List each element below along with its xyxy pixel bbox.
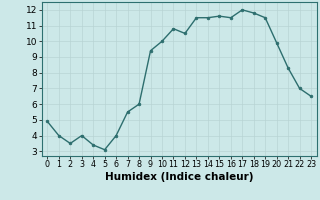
- X-axis label: Humidex (Indice chaleur): Humidex (Indice chaleur): [105, 172, 253, 182]
